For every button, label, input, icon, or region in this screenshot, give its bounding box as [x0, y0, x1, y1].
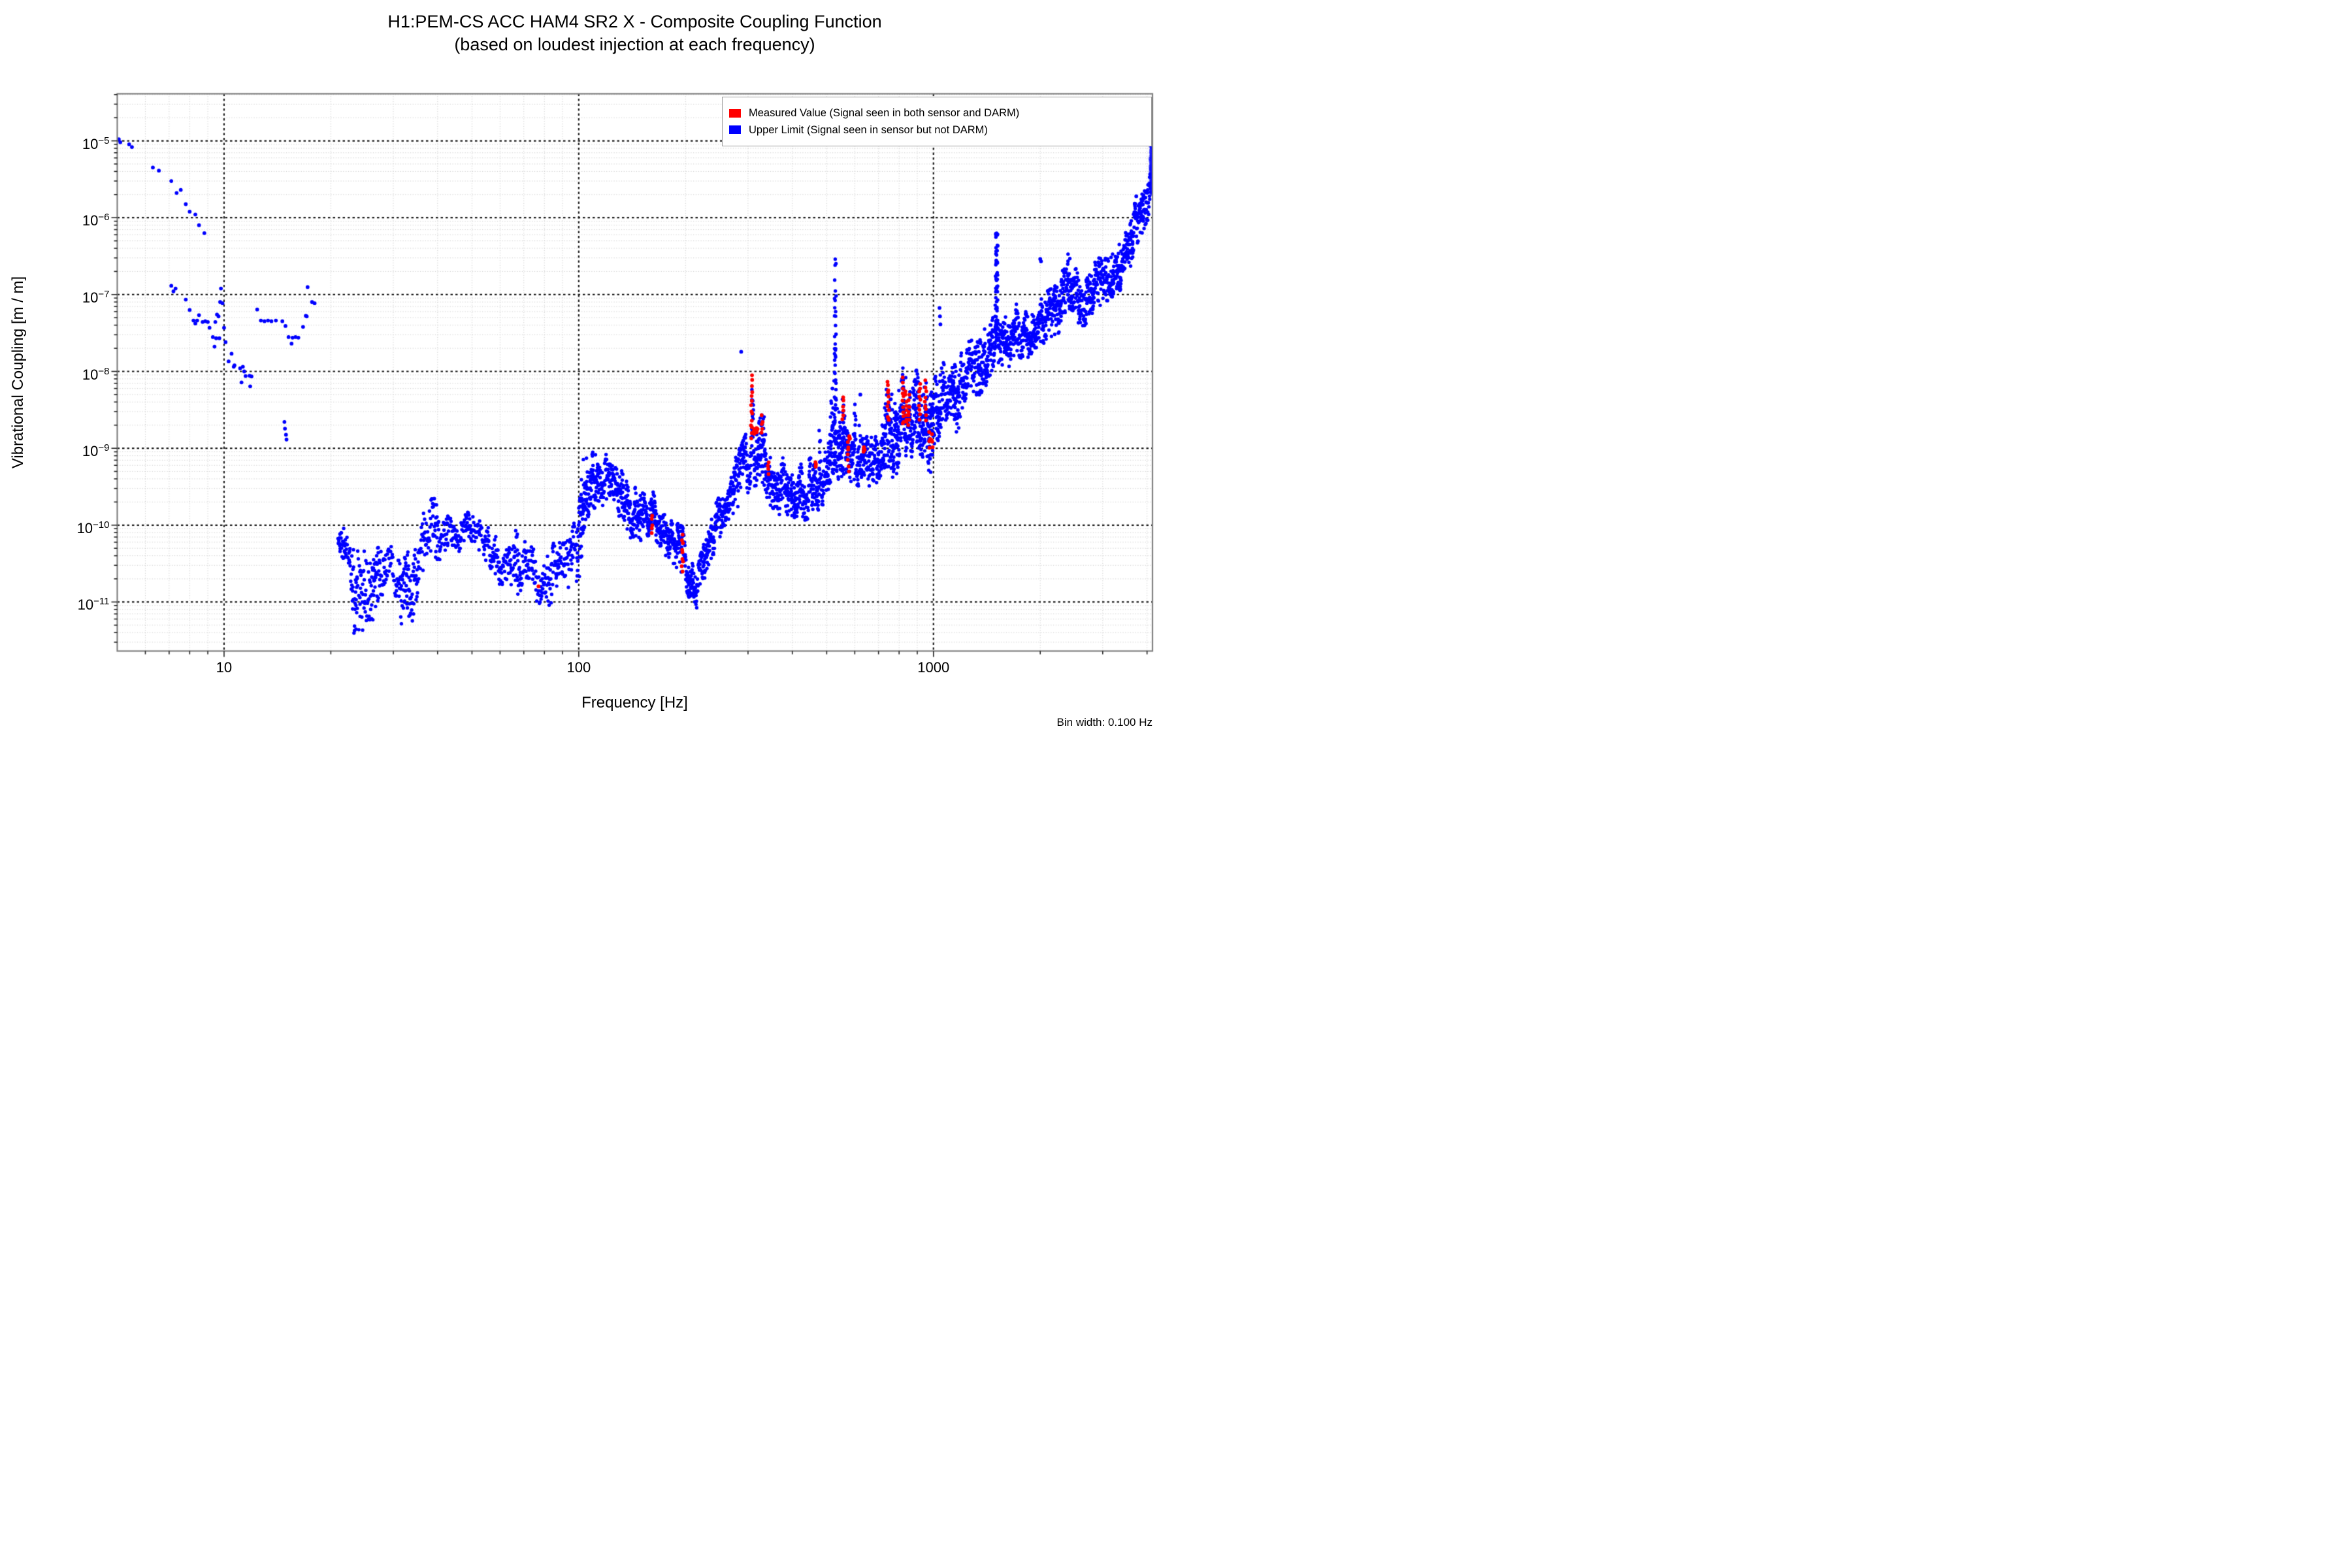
bin-width-note: Bin width: 0.100 Hz	[1056, 716, 1152, 728]
legend-label-measured: Measured Value (Signal seen in both sens…	[749, 107, 1020, 120]
measured-color-swatch	[729, 108, 741, 118]
y-tick-label: 10−6	[82, 212, 110, 229]
upper-limit-color-swatch	[729, 125, 741, 135]
legend-label-upper-limit: Upper Limit (Signal seen in sensor but n…	[749, 123, 988, 136]
y-tick-label: 10−10	[76, 519, 110, 536]
x-tick-label: 10	[216, 659, 233, 676]
coupling-function-figure: H1:PEM-CS ACC HAM4 SR2 X - Composite Cou…	[0, 0, 1176, 784]
y-tick-label: 10−5	[82, 135, 110, 152]
chart-title-line1: H1:PEM-CS ACC HAM4 SR2 X - Composite Cou…	[387, 12, 882, 31]
y-tick-label: 10−7	[82, 288, 110, 306]
y-tick-label: 10−11	[77, 596, 110, 613]
chart-title: H1:PEM-CS ACC HAM4 SR2 X - Composite Cou…	[117, 10, 1152, 56]
y-tick-label: 10−9	[82, 442, 110, 460]
y-tick-label: 10−8	[82, 365, 110, 383]
legend-item-upper-limit: Upper Limit (Signal seen in sensor but n…	[729, 124, 1145, 136]
x-axis-label: Frequency [Hz]	[581, 694, 688, 711]
legend-item-measured: Measured Value (Signal seen in both sens…	[729, 107, 1145, 119]
legend: Measured Value (Signal seen in both sens…	[722, 97, 1152, 146]
y-axis-label: Vibrational Coupling [m / m]	[9, 276, 27, 469]
x-tick-label: 1000	[917, 659, 950, 676]
chart-title-line2: (based on loudest injection at each freq…	[454, 35, 815, 55]
x-tick-label: 100	[566, 659, 591, 676]
